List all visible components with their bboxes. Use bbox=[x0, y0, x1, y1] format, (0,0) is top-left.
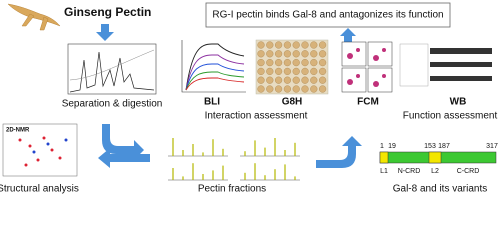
claim: RG-I pectin binds Gal-8 and antagonizes … bbox=[212, 10, 443, 21]
well bbox=[310, 67, 318, 76]
well bbox=[301, 76, 309, 84]
well bbox=[266, 67, 274, 76]
well bbox=[292, 58, 300, 67]
well bbox=[257, 76, 265, 84]
well bbox=[283, 41, 292, 49]
wb-blot bbox=[399, 43, 492, 87]
chromatogram bbox=[67, 43, 157, 95]
well bbox=[257, 50, 265, 58]
well bbox=[319, 58, 327, 67]
well bbox=[275, 76, 283, 84]
well bbox=[319, 67, 327, 76]
page: Ginseng Pectin Separation & digestion RG… bbox=[0, 2, 498, 195]
well bbox=[301, 67, 309, 76]
well bbox=[266, 50, 274, 58]
arrow bbox=[98, 148, 150, 168]
step-label: Interaction assessment bbox=[205, 111, 308, 122]
well bbox=[310, 76, 318, 84]
g8h-plate bbox=[255, 39, 329, 95]
well bbox=[292, 76, 300, 84]
well bbox=[301, 85, 309, 93]
well bbox=[275, 41, 283, 49]
well bbox=[310, 50, 318, 58]
step-label: Structural analysis bbox=[0, 184, 79, 195]
well bbox=[257, 41, 265, 49]
well bbox=[292, 41, 300, 49]
well bbox=[266, 76, 274, 84]
well bbox=[283, 58, 292, 67]
well bbox=[275, 85, 283, 93]
pectin-fraction-plots bbox=[168, 138, 300, 181]
fcm-plots bbox=[341, 41, 393, 93]
well bbox=[310, 85, 318, 93]
step-label: Separation & digestion bbox=[62, 99, 163, 110]
well bbox=[257, 58, 265, 67]
well bbox=[283, 76, 292, 84]
title: Ginseng Pectin bbox=[64, 5, 151, 19]
well bbox=[319, 76, 327, 84]
well bbox=[292, 85, 300, 93]
well bbox=[301, 41, 309, 49]
well bbox=[319, 41, 327, 49]
well bbox=[319, 50, 327, 58]
domain-segment: L1 bbox=[380, 168, 388, 175]
residue-position: 317 bbox=[486, 143, 498, 150]
arrow bbox=[316, 136, 362, 168]
well bbox=[283, 85, 292, 93]
panel-label: 2D-NMR bbox=[6, 128, 30, 134]
arrow bbox=[102, 124, 144, 160]
well bbox=[257, 67, 265, 76]
well bbox=[292, 67, 300, 76]
gal8-domain bbox=[379, 151, 497, 164]
panel-label: BLI bbox=[204, 97, 220, 108]
domain-segment: N-CRD bbox=[398, 168, 421, 175]
well bbox=[266, 85, 274, 93]
arrow bbox=[96, 24, 114, 41]
well bbox=[266, 58, 274, 67]
domain-segment: L2 bbox=[431, 168, 439, 175]
graphical-abstract: Ginseng Pectin Separation & digestion RG… bbox=[0, 2, 498, 195]
well bbox=[283, 67, 292, 76]
step-label: Gal-8 and its variants bbox=[393, 184, 488, 195]
residue-position: 187 bbox=[438, 143, 450, 150]
well bbox=[266, 41, 274, 49]
residue-position: 153 bbox=[424, 143, 436, 150]
claim-box bbox=[205, 2, 451, 28]
step-label: Function assessment bbox=[403, 111, 498, 122]
well bbox=[319, 85, 327, 93]
panel-label: WB bbox=[450, 97, 467, 108]
well bbox=[301, 58, 309, 67]
residue-position: 1 bbox=[380, 143, 384, 150]
well bbox=[275, 50, 283, 58]
nmr-plot bbox=[2, 123, 78, 177]
bli-plot bbox=[181, 40, 246, 93]
well bbox=[283, 50, 292, 58]
well bbox=[310, 58, 318, 67]
well bbox=[275, 67, 283, 76]
well bbox=[275, 58, 283, 67]
well bbox=[310, 41, 318, 49]
domain-segment: C-CRD bbox=[457, 168, 480, 175]
panel-label: FCM bbox=[357, 97, 379, 108]
well bbox=[257, 85, 265, 93]
ginseng-root bbox=[7, 3, 61, 31]
arrow bbox=[340, 28, 356, 42]
panel-label: G8H bbox=[282, 97, 303, 108]
residue-position: 19 bbox=[388, 143, 396, 150]
well bbox=[292, 50, 300, 58]
step-label: Pectin fractions bbox=[198, 184, 266, 195]
well bbox=[301, 50, 309, 58]
